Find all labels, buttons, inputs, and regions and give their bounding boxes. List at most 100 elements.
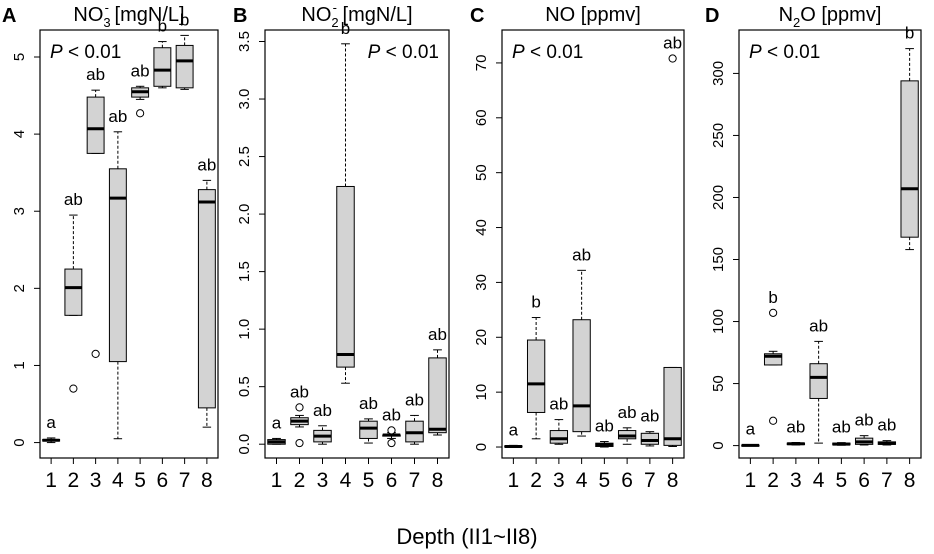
significance-letter: ab [197, 155, 216, 174]
significance-letter: b [180, 10, 189, 29]
significance-letter: ab [428, 325, 447, 344]
significance-letter: ab [855, 411, 874, 430]
x-tick-label: 8 [201, 469, 213, 492]
significance-letter: ab [108, 107, 127, 126]
x-tick-label: 5 [836, 469, 848, 492]
iqr-box [359, 420, 378, 439]
outlier-point [295, 403, 304, 412]
box-1: a [741, 420, 760, 447]
box-5: ab [359, 394, 378, 444]
significance-letter: ab [313, 401, 332, 420]
box-1: a [42, 413, 61, 444]
x-tick-label: 7 [881, 469, 893, 492]
iqr-box [428, 357, 447, 434]
significance-letter: b [905, 24, 914, 43]
significance-letter: b [158, 17, 167, 36]
y-tick-label: 0 [11, 438, 28, 446]
x-tick-label: 4 [340, 469, 352, 492]
box-6: ab [855, 411, 874, 446]
x-tick-label: 2 [68, 469, 80, 492]
box-8: ab [197, 155, 216, 428]
y-tick-label: 50 [473, 164, 490, 181]
significance-letter: ab [663, 34, 682, 53]
panel-letter: C [470, 5, 484, 27]
box-6: ab [382, 405, 401, 448]
significance-letter: ab [832, 418, 851, 437]
box-3: ab [313, 401, 332, 445]
y-tick-label: 3 [11, 207, 28, 215]
outlier-point [769, 416, 778, 425]
box-6: ab [618, 403, 637, 445]
significance-letter: a [46, 413, 56, 432]
significance-letter: b [341, 19, 350, 38]
iqr-box [549, 430, 569, 444]
outlier-point [387, 426, 396, 435]
significance-letter: a [272, 413, 282, 432]
x-axis-label: Depth (II1~II8) [396, 524, 537, 549]
significance-letter: ab [595, 417, 614, 436]
x-tick-label: 8 [904, 469, 916, 492]
significance-letter: ab [618, 403, 637, 422]
outlier-point [91, 349, 100, 358]
plot-frame [264, 29, 450, 459]
x-tick-label: 3 [90, 469, 102, 492]
box-8: ab [663, 34, 682, 447]
x-tick-label: 1 [45, 469, 57, 492]
x-tick-label: 1 [745, 469, 757, 492]
x-tick-label: 4 [112, 469, 124, 492]
box-4: ab [809, 316, 828, 444]
significance-letter: ab [786, 417, 805, 436]
box-3: ab [86, 65, 105, 358]
outlier-point [668, 54, 677, 63]
iqr-box [809, 363, 828, 399]
panel-letter: A [2, 5, 16, 27]
p-value-label: P < 0.01 [749, 42, 820, 63]
significance-letter: b [531, 293, 540, 312]
significance-letter: ab [359, 394, 378, 413]
iqr-box [153, 47, 172, 87]
panel-letter: D [705, 5, 719, 27]
x-tick-label: 4 [813, 469, 825, 492]
x-tick-label: 8 [432, 469, 444, 492]
box-8: b [900, 24, 919, 251]
x-tick-label: 4 [576, 469, 588, 492]
y-tick-label: 70 [473, 55, 490, 72]
significance-letter: ab [549, 395, 568, 414]
box-4: ab [572, 245, 591, 437]
box-1: a [504, 420, 523, 448]
y-tick-label: 3.5 [236, 31, 253, 52]
box-4: b [336, 19, 355, 384]
box-7: ab [640, 407, 659, 447]
box-5: ab [832, 418, 851, 446]
significance-letter: a [509, 420, 519, 439]
iqr-box [572, 319, 591, 433]
y-tick-label: 100 [710, 309, 727, 334]
y-tick-label: 1.0 [236, 319, 253, 340]
x-tick-label: 8 [667, 469, 679, 492]
plot-frame [738, 29, 922, 459]
y-tick-label: 300 [710, 61, 727, 86]
box-2: b [526, 293, 546, 440]
y-tick-label: 250 [710, 123, 727, 148]
outlier-point [295, 438, 304, 448]
x-tick-label: 7 [179, 469, 191, 492]
panel-title: NO [ppmv] [545, 4, 641, 26]
panel-title: NO3- [mgN/L] [73, 0, 184, 30]
iqr-box [64, 268, 83, 316]
plot-frame [39, 29, 219, 459]
x-tick-label: 2 [294, 469, 306, 492]
iqr-box [900, 80, 919, 238]
outlier-point [387, 438, 396, 448]
plot-frame [501, 29, 685, 459]
significance-letter: ab [809, 316, 828, 335]
y-tick-label: 60 [473, 109, 490, 126]
y-tick-label: 0 [710, 441, 727, 449]
iqr-box [108, 168, 127, 363]
y-tick-label: 10 [473, 384, 490, 401]
x-tick-label: 3 [317, 469, 329, 492]
box-5: ab [595, 417, 614, 448]
box-7: ab [405, 390, 424, 445]
outlier-point [136, 109, 145, 118]
iqr-box [197, 189, 216, 409]
